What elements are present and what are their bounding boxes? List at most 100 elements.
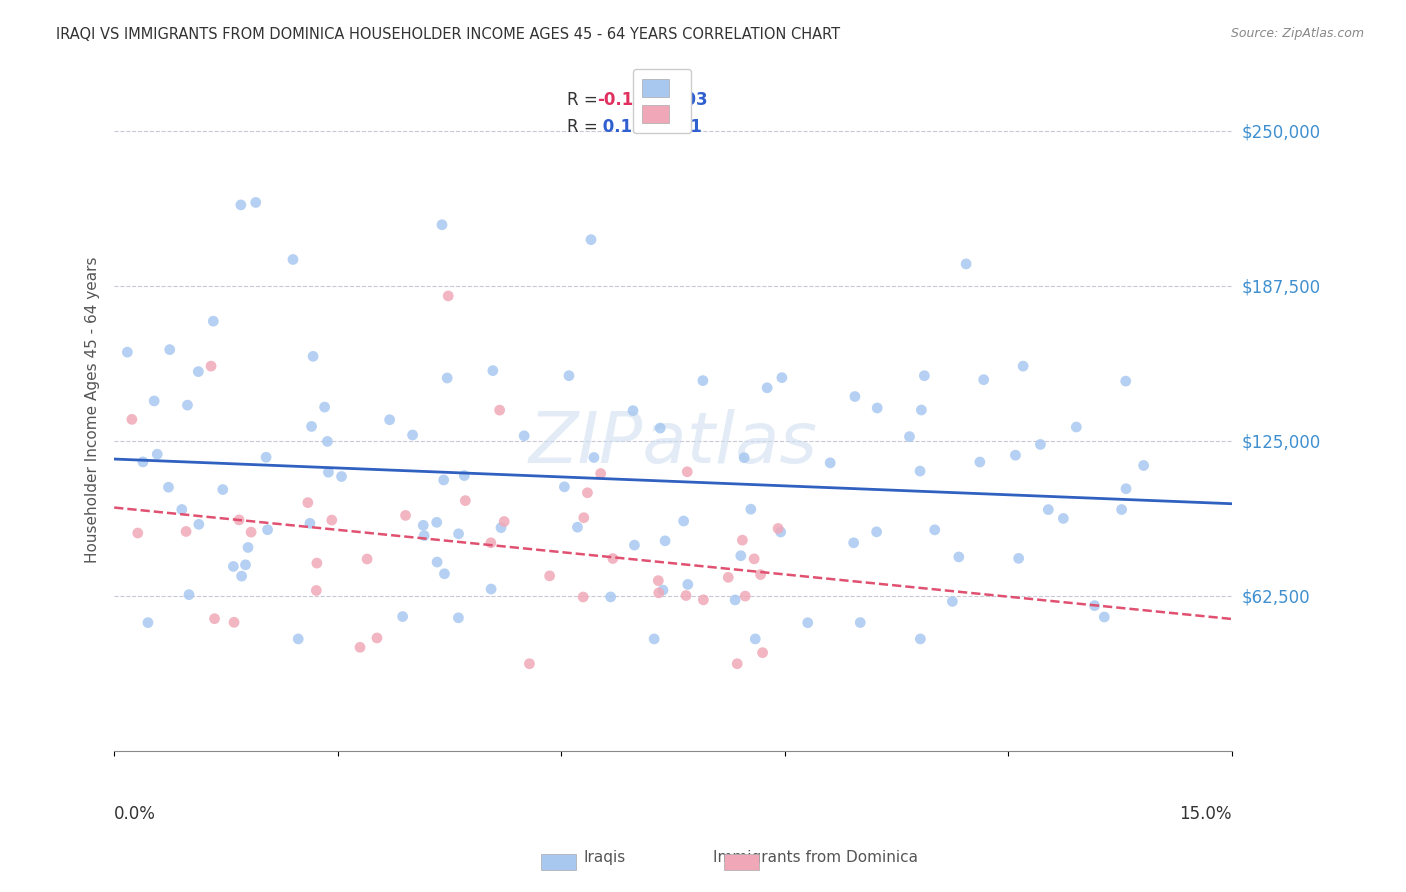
Point <box>924 523 946 537</box>
Point <box>969 455 991 469</box>
Point <box>447 526 470 541</box>
Point <box>538 569 561 583</box>
Point <box>898 429 921 443</box>
Point <box>488 403 510 417</box>
Point <box>1066 420 1088 434</box>
Point <box>426 555 449 569</box>
Point <box>305 556 328 570</box>
Text: Source: ZipAtlas.com: Source: ZipAtlas.com <box>1230 27 1364 40</box>
Point <box>316 434 339 449</box>
Text: 0.0%: 0.0% <box>114 805 156 823</box>
Point <box>558 368 581 383</box>
Point <box>146 447 169 461</box>
Point <box>724 593 747 607</box>
Point <box>955 257 977 271</box>
Point <box>582 450 605 465</box>
Point <box>751 646 773 660</box>
Point <box>572 510 595 524</box>
Point <box>576 485 599 500</box>
Point <box>756 381 779 395</box>
Point <box>730 549 752 563</box>
Point <box>330 469 353 483</box>
Point <box>1115 482 1137 496</box>
Point <box>433 473 456 487</box>
Point <box>157 480 180 494</box>
Point <box>602 551 624 566</box>
Point <box>494 515 516 529</box>
Point <box>650 421 672 435</box>
Point <box>733 450 755 465</box>
Point <box>245 195 267 210</box>
Point <box>725 657 748 671</box>
Point <box>865 524 887 539</box>
Point <box>426 516 449 530</box>
Point <box>1012 359 1035 373</box>
Point <box>305 583 328 598</box>
Point <box>187 517 209 532</box>
Point <box>177 588 200 602</box>
Point <box>143 393 166 408</box>
Point <box>842 536 865 550</box>
Point <box>654 533 676 548</box>
Point <box>1029 437 1052 451</box>
Point <box>479 582 502 596</box>
Y-axis label: Householder Income Ages 45 - 64 years: Householder Income Ages 45 - 64 years <box>86 256 100 563</box>
Point <box>170 502 193 516</box>
Point <box>796 615 818 630</box>
Point <box>256 523 278 537</box>
Point <box>740 502 762 516</box>
Point <box>948 549 970 564</box>
Point <box>401 428 423 442</box>
Point <box>1004 448 1026 462</box>
Point <box>222 559 245 574</box>
Point <box>229 198 252 212</box>
Point <box>349 640 371 655</box>
Point <box>222 615 245 630</box>
Point <box>910 632 932 646</box>
Point <box>717 570 740 584</box>
Point <box>692 592 714 607</box>
Point <box>436 371 458 385</box>
Point <box>742 552 765 566</box>
Point <box>973 373 995 387</box>
Point <box>1084 599 1107 613</box>
Point <box>579 233 602 247</box>
Point <box>235 558 257 572</box>
Point <box>1038 502 1060 516</box>
Text: N =: N = <box>648 118 685 136</box>
Point <box>692 374 714 388</box>
Point <box>236 541 259 555</box>
Point <box>174 524 197 539</box>
Point <box>589 467 612 481</box>
Point <box>676 577 699 591</box>
Text: Iraqis: Iraqis <box>583 850 626 865</box>
Point <box>187 365 209 379</box>
Text: N =: N = <box>648 91 685 109</box>
Text: 41: 41 <box>673 118 702 136</box>
Point <box>479 535 502 549</box>
Point <box>849 615 872 630</box>
Text: R =: R = <box>567 91 603 109</box>
Point <box>1092 610 1115 624</box>
Point <box>1115 374 1137 388</box>
Point <box>818 456 841 470</box>
Point <box>394 508 416 523</box>
Point <box>734 589 756 603</box>
Point <box>121 412 143 426</box>
Point <box>567 520 589 534</box>
Point <box>1132 458 1154 473</box>
Point <box>117 345 139 359</box>
Point <box>356 552 378 566</box>
Point <box>912 368 935 383</box>
Text: 103: 103 <box>673 91 707 109</box>
Point <box>321 513 343 527</box>
Point <box>228 513 250 527</box>
Point <box>489 521 512 535</box>
Text: ZIPatlas: ZIPatlas <box>529 409 817 478</box>
Point <box>433 566 456 581</box>
Point <box>675 589 697 603</box>
Point <box>302 349 325 363</box>
Point <box>211 483 233 497</box>
Text: 0.160: 0.160 <box>598 118 655 136</box>
Point <box>132 455 155 469</box>
